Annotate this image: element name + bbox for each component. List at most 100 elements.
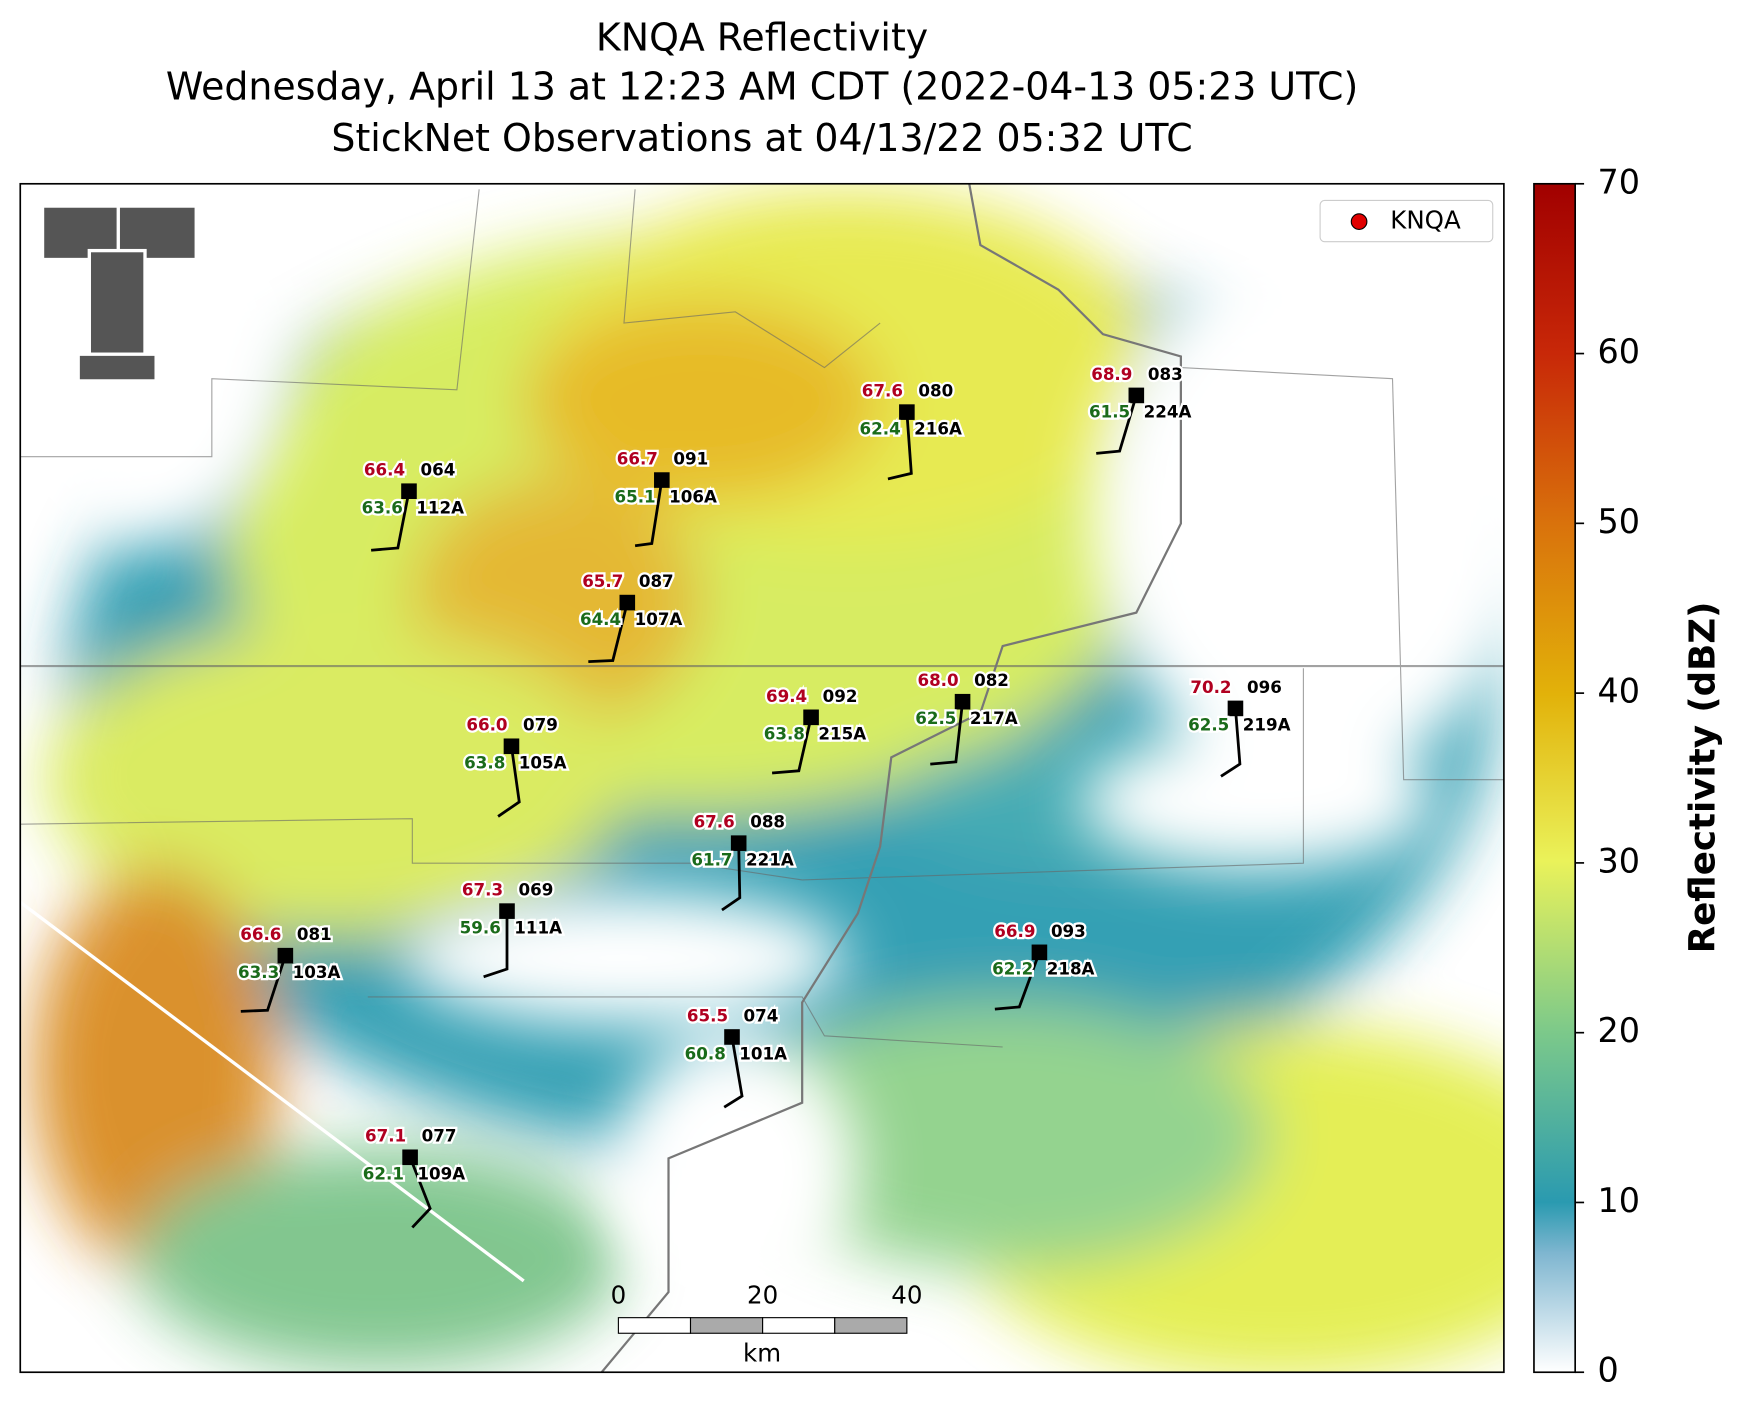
- title-line: StickNet Observations at 04/13/22 05:32 …: [331, 116, 1192, 160]
- station-marker: [402, 1149, 418, 1166]
- radar-background: [20, 183, 1504, 1373]
- station-temperature: 67.6: [862, 381, 903, 401]
- scalebar-segment: [689, 1317, 764, 1334]
- station-id: 082: [974, 670, 1009, 690]
- scalebar-segment: [617, 1317, 692, 1334]
- station-id: 093: [1051, 921, 1086, 941]
- legend-box: [1319, 199, 1494, 243]
- colorbar-tick-label: 0: [1597, 1351, 1618, 1390]
- station-id: 077: [422, 1126, 457, 1146]
- station-probe: 109A: [417, 1164, 465, 1184]
- station-marker: [1128, 387, 1145, 404]
- station-probe: 215A: [818, 724, 866, 744]
- station-dewpoint: 62.1: [363, 1164, 404, 1184]
- station-marker: [954, 693, 971, 710]
- scalebar-tick-label: 20: [747, 1281, 778, 1310]
- scalebar-segment: [762, 1317, 836, 1334]
- scalebar-segment: [834, 1317, 908, 1334]
- station-probe: 224A: [1144, 402, 1192, 422]
- station-id: 069: [519, 880, 554, 900]
- station-temperature: 66.0: [466, 715, 507, 735]
- scalebar-tick-label: 40: [891, 1281, 922, 1310]
- legend-label: KNQA: [1390, 206, 1461, 235]
- station-dewpoint: 63.3: [238, 962, 279, 982]
- station-dewpoint: 63.6: [362, 498, 403, 518]
- wind-barb: [371, 490, 411, 552]
- station-temperature: 66.7: [617, 449, 658, 469]
- station-temperature: 70.2: [1190, 677, 1231, 697]
- station-id: 080: [918, 381, 953, 401]
- colorbar-tick-label: 30: [1597, 841, 1640, 880]
- wind-barb: [1220, 708, 1242, 778]
- station-probe: 101A: [739, 1043, 787, 1063]
- station-temperature: 67.6: [694, 812, 735, 832]
- station-probe: 218A: [1047, 959, 1095, 979]
- wind-barb: [497, 746, 521, 818]
- wind-barb: [994, 951, 1041, 1011]
- station-probe: 103A: [293, 962, 341, 982]
- station-marker: [277, 947, 294, 964]
- wind-barb: [887, 412, 913, 481]
- wind-barb: [588, 602, 629, 664]
- station-temperature: 67.3: [462, 880, 503, 900]
- logo: [40, 204, 198, 383]
- overlay: 0 10 20 30 40 50 60 70 0 20 40 66.4 064 63.6 112A 66.7 0…: [236, 162, 1640, 1390]
- station-dewpoint: 61.5: [1089, 402, 1130, 422]
- wind-barb: [721, 843, 742, 912]
- legend-marker: [1350, 213, 1368, 231]
- station-temperature: 65.7: [582, 571, 623, 591]
- station-id: 079: [523, 715, 558, 735]
- colorbar: [1533, 182, 1577, 1374]
- wind-barb: [771, 716, 813, 775]
- station-temperature: 65.5: [687, 1005, 728, 1025]
- station-probe: 105A: [519, 753, 567, 773]
- station-temperature: 68.0: [917, 670, 958, 690]
- colorbar-tick-label: 10: [1597, 1181, 1640, 1220]
- station-dewpoint: 59.6: [460, 917, 501, 937]
- station-marker: [724, 1029, 740, 1045]
- wind-barb: [240, 955, 287, 1013]
- wind-barb: [930, 701, 964, 766]
- station-id: 074: [744, 1005, 779, 1025]
- station-marker: [1227, 700, 1244, 717]
- station-id: 081: [297, 924, 332, 944]
- station-marker: [899, 404, 915, 420]
- station-marker: [499, 903, 515, 919]
- title-line: Wednesday, April 13 at 12:23 AM CDT (202…: [166, 65, 1358, 109]
- station-id: 096: [1247, 677, 1282, 697]
- station-dewpoint: 65.1: [615, 486, 656, 506]
- colorbar-label: Reflectivity (dBZ): [1682, 602, 1723, 954]
- station-probe: 219A: [1243, 715, 1291, 735]
- scalebar-unit: km: [743, 1338, 781, 1367]
- station-marker: [401, 483, 417, 499]
- station-dewpoint: 60.8: [685, 1043, 726, 1063]
- colorbar-tick-label: 20: [1597, 1011, 1640, 1050]
- legend: KNQA: [1319, 199, 1494, 243]
- station-marker: [1031, 944, 1048, 961]
- station-temperature: 67.1: [365, 1126, 406, 1146]
- station-id: 092: [823, 686, 858, 706]
- title-line: KNQA Reflectivity: [596, 16, 928, 60]
- station-marker: [730, 835, 747, 851]
- station-dewpoint: 63.8: [464, 753, 505, 773]
- wind-barb: [483, 911, 509, 979]
- station-temperature: 69.4: [766, 686, 807, 706]
- station-dewpoint: 62.4: [860, 418, 901, 438]
- station-temperature: 66.6: [240, 924, 281, 944]
- station-dewpoint: 62.2: [992, 959, 1033, 979]
- colorbar-tick-label: 60: [1597, 332, 1640, 371]
- station-dewpoint: 61.7: [691, 849, 732, 869]
- wind-barb: [1096, 395, 1138, 455]
- station-id: 091: [673, 449, 708, 469]
- station-dewpoint: 62.5: [1188, 715, 1229, 735]
- colorbar-tick-label: 70: [1597, 162, 1640, 201]
- station-id: 087: [639, 571, 674, 591]
- station-probe: 112A: [416, 498, 464, 518]
- station-dewpoint: 64.4: [580, 609, 621, 629]
- station-id: 083: [1148, 364, 1183, 384]
- station-dewpoint: 62.5: [915, 708, 956, 728]
- station-probe: 107A: [635, 609, 683, 629]
- station-id: 088: [750, 812, 785, 832]
- map-frame: [19, 182, 1505, 1374]
- station-temperature: 66.4: [364, 460, 405, 480]
